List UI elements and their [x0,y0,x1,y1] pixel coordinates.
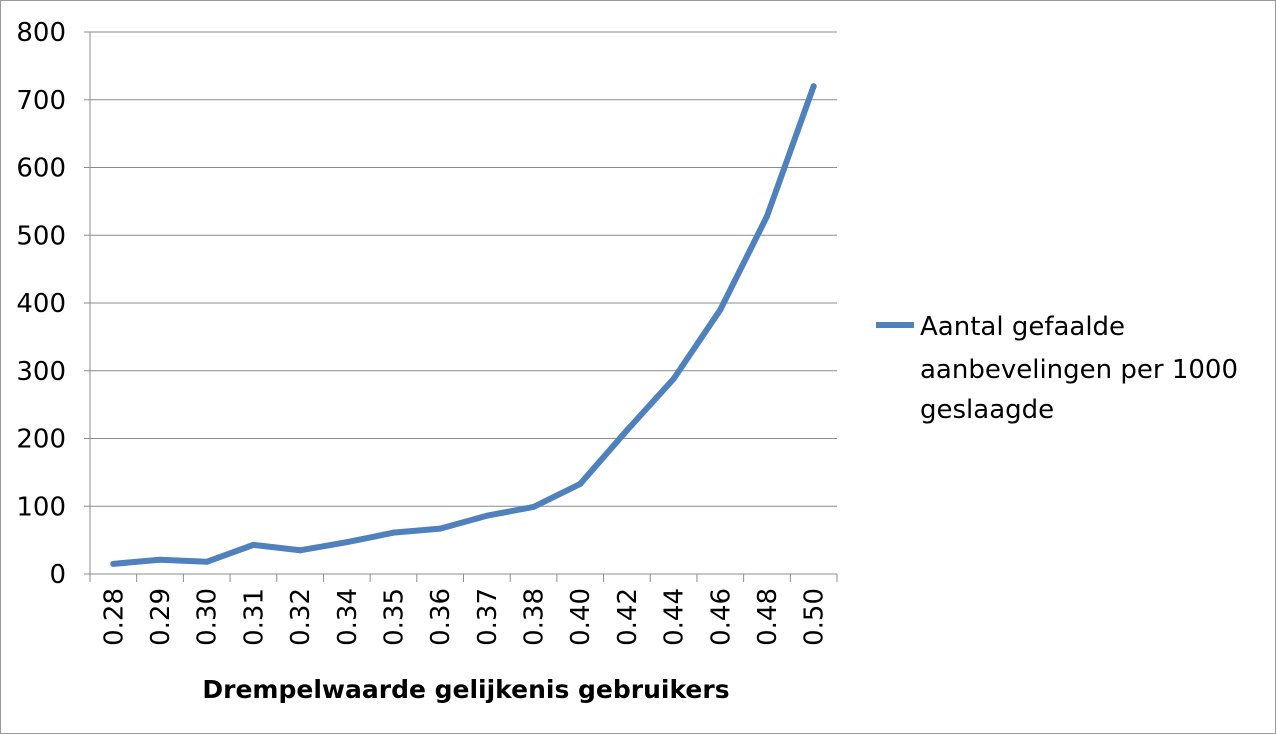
y-tick-label: 100 [16,492,66,522]
x-tick-label: 0.42 [613,588,643,646]
x-tick-label: 0.36 [426,588,456,646]
legend: Aantal gefaalde aanbevelingen per 1000 g… [876,312,1238,425]
data-point [250,541,257,548]
x-tick-label: 0.38 [520,588,550,646]
y-tick-label: 400 [16,289,66,319]
x-tick-label: 0.46 [706,588,736,646]
x-tick-label: 0.31 [239,588,269,646]
data-point [623,427,630,434]
legend-line-1: Aantal gefaalde [920,312,1125,342]
data-point [530,503,537,510]
data-point [717,306,724,313]
data-point [390,529,397,536]
y-tick-label: 800 [16,18,66,48]
x-tick-label: 0.40 [566,588,596,646]
x-tick-label: 0.30 [193,588,223,646]
x-tick-label: 0.48 [753,588,783,646]
data-point [343,539,350,546]
x-tick-label: 0.44 [660,588,690,646]
x-tick-label: 0.35 [379,588,409,646]
data-point [670,375,677,382]
data-point [297,547,304,554]
data-point [437,525,444,532]
x-axis-title: Drempelwaarde gelijkenis gebruikers [202,675,729,704]
x-tick-label: 0.34 [333,588,363,646]
y-tick-label: 500 [16,221,66,251]
y-tick-label: 600 [16,154,66,184]
data-point [110,560,117,567]
x-tick-label: 0.50 [800,588,830,646]
data-point [810,83,817,90]
series-line [110,83,817,567]
x-axis-ticks: 0.28 0.29 0.30 0.31 0.32 0.34 0.35 0.36 0.37 0.38… [99,588,829,646]
series-layer [110,83,817,567]
y-tick-label: 300 [16,357,66,387]
y-axis-ticks: 0 100 200 300 400 500 600 700 800 [16,18,66,590]
x-tick-label: 0.28 [99,588,129,646]
legend-line-2: aanbevelingen per 1000 [920,355,1238,385]
data-point [763,213,770,220]
y-tick-label: 700 [16,86,66,116]
data-point [203,558,210,565]
data-point [577,480,584,487]
y-tick-label: 0 [49,560,66,590]
gridlines [90,31,837,507]
x-tick-label: 0.37 [473,588,503,646]
x-tick-label: 0.29 [146,588,176,646]
x-tick-label: 0.32 [286,588,316,646]
data-point [483,512,490,519]
legend-line-3: geslaagde [920,395,1054,425]
y-tick-label: 200 [16,425,66,455]
axes [84,31,838,582]
data-point [157,556,164,563]
